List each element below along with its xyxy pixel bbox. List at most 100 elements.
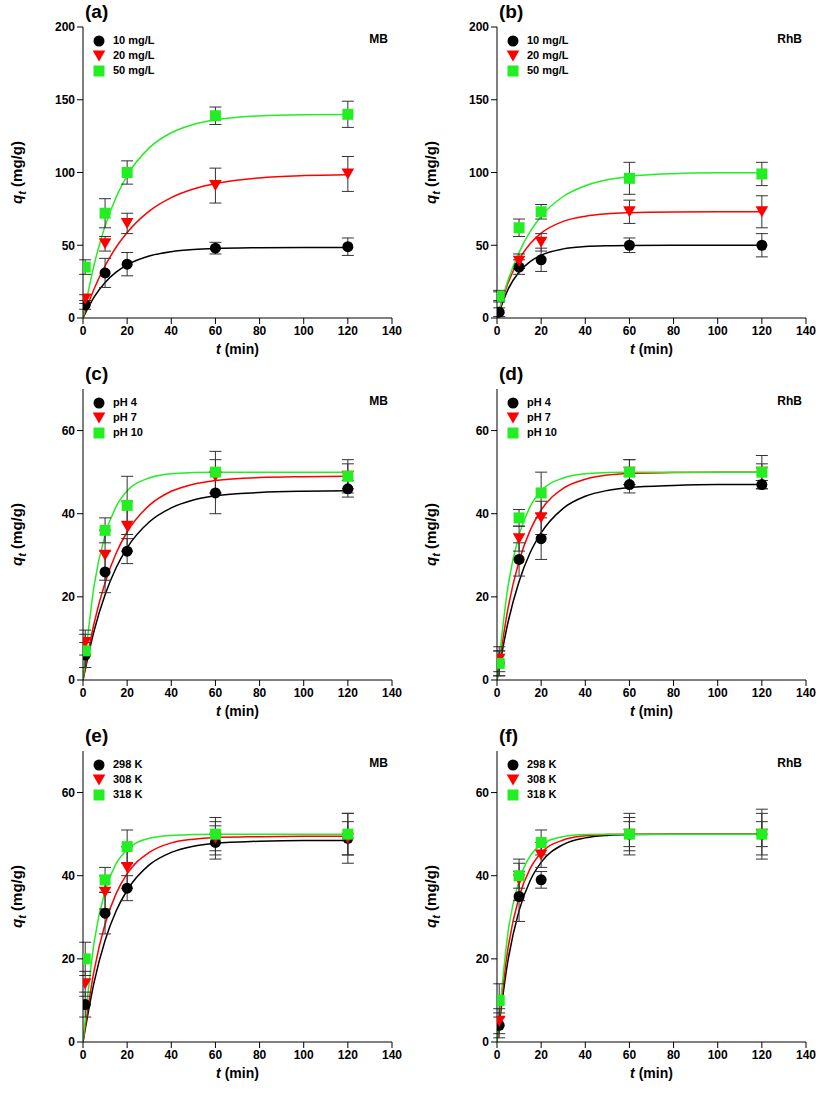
- svg-text:20: 20: [120, 686, 134, 700]
- svg-text:20: 20: [534, 324, 548, 338]
- svg-text:0: 0: [80, 1048, 87, 1062]
- svg-text:50: 50: [62, 239, 76, 253]
- svg-text:20: 20: [62, 590, 76, 604]
- svg-text:20: 20: [534, 1048, 548, 1062]
- svg-text:qt (mg/g): qt (mg/g): [422, 865, 442, 928]
- svg-text:qt (mg/g): qt (mg/g): [8, 503, 28, 566]
- svg-text:40: 40: [579, 1048, 593, 1062]
- svg-text:140: 140: [796, 686, 816, 700]
- svg-text:MB: MB: [369, 394, 388, 408]
- svg-text:0: 0: [80, 324, 87, 338]
- svg-text:40: 40: [62, 507, 76, 521]
- svg-text:40: 40: [165, 1048, 179, 1062]
- svg-text:(a): (a): [85, 1, 108, 22]
- svg-text:t (min): t (min): [630, 1065, 673, 1081]
- svg-text:80: 80: [253, 324, 267, 338]
- svg-text:60: 60: [62, 424, 76, 438]
- svg-text:80: 80: [667, 324, 681, 338]
- svg-text:80: 80: [253, 1048, 267, 1062]
- svg-text:40: 40: [165, 686, 179, 700]
- svg-text:60: 60: [209, 324, 223, 338]
- svg-text:60: 60: [623, 324, 637, 338]
- svg-text:20: 20: [120, 324, 134, 338]
- svg-text:0: 0: [68, 311, 75, 325]
- svg-text:50: 50: [476, 239, 490, 253]
- svg-text:120: 120: [338, 1048, 358, 1062]
- svg-text:(c): (c): [85, 363, 108, 384]
- svg-text:140: 140: [382, 324, 402, 338]
- svg-text:100: 100: [708, 324, 728, 338]
- svg-text:(d): (d): [499, 363, 523, 384]
- svg-text:qt (mg/g): qt (mg/g): [422, 141, 442, 204]
- svg-text:100: 100: [708, 1048, 728, 1062]
- svg-text:0: 0: [494, 686, 501, 700]
- svg-text:60: 60: [62, 786, 76, 800]
- svg-text:RhB: RhB: [777, 756, 802, 770]
- svg-text:40: 40: [579, 324, 593, 338]
- html-text:20 mg/L: 20 mg/L: [113, 49, 155, 61]
- svg-text:RhB: RhB: [777, 394, 802, 408]
- svg-text:40: 40: [62, 869, 76, 883]
- svg-text:20: 20: [534, 686, 548, 700]
- svg-text:0: 0: [80, 686, 87, 700]
- svg-text:20: 20: [120, 1048, 134, 1062]
- svg-text:60: 60: [623, 686, 637, 700]
- svg-text:100: 100: [55, 166, 75, 180]
- svg-text:20: 20: [476, 952, 490, 966]
- svg-text:120: 120: [752, 324, 772, 338]
- svg-text:100: 100: [294, 686, 314, 700]
- svg-text:qt (mg/g): qt (mg/g): [8, 141, 28, 204]
- svg-text:(e): (e): [85, 725, 108, 746]
- svg-text:80: 80: [667, 1048, 681, 1062]
- svg-text:140: 140: [796, 324, 816, 338]
- svg-text:80: 80: [253, 686, 267, 700]
- svg-text:200: 200: [469, 20, 489, 34]
- svg-text:120: 120: [752, 686, 772, 700]
- svg-text:0: 0: [482, 673, 489, 687]
- svg-text:(b): (b): [499, 1, 523, 22]
- svg-text:120: 120: [338, 324, 358, 338]
- svg-text:60: 60: [209, 1048, 223, 1062]
- svg-text:t (min): t (min): [630, 341, 673, 357]
- svg-text:t (min): t (min): [216, 1065, 259, 1081]
- svg-text:150: 150: [469, 93, 489, 107]
- svg-text:200: 200: [55, 20, 75, 34]
- svg-text:0: 0: [482, 1035, 489, 1049]
- svg-text:100: 100: [294, 324, 314, 338]
- svg-text:40: 40: [165, 324, 179, 338]
- svg-text:60: 60: [476, 424, 490, 438]
- svg-text:140: 140: [382, 1048, 402, 1062]
- svg-text:0: 0: [494, 324, 501, 338]
- svg-text:RhB: RhB: [777, 32, 802, 46]
- svg-text:(f): (f): [499, 725, 518, 746]
- svg-text:40: 40: [579, 686, 593, 700]
- svg-text:MB: MB: [369, 756, 388, 770]
- html-text:10 mg/L: 10 mg/L: [113, 34, 155, 46]
- svg-text:0: 0: [482, 311, 489, 325]
- svg-text:0: 0: [68, 673, 75, 687]
- svg-text:100: 100: [469, 166, 489, 180]
- svg-text:0: 0: [494, 1048, 501, 1062]
- svg-text:120: 120: [752, 1048, 772, 1062]
- svg-text:20: 20: [476, 590, 490, 604]
- svg-text:60: 60: [476, 786, 490, 800]
- svg-text:t (min): t (min): [216, 341, 259, 357]
- svg-text:80: 80: [667, 686, 681, 700]
- svg-text:140: 140: [796, 1048, 816, 1062]
- svg-text:120: 120: [338, 686, 358, 700]
- svg-text:40: 40: [476, 507, 490, 521]
- svg-text:100: 100: [708, 686, 728, 700]
- svg-text:20: 20: [62, 952, 76, 966]
- svg-text:qt (mg/g): qt (mg/g): [8, 865, 28, 928]
- svg-text:60: 60: [209, 686, 223, 700]
- svg-text:0: 0: [68, 1035, 75, 1049]
- svg-text:140: 140: [382, 686, 402, 700]
- svg-text:qt (mg/g): qt (mg/g): [422, 503, 442, 566]
- svg-text:40: 40: [476, 869, 490, 883]
- svg-text:100: 100: [294, 1048, 314, 1062]
- svg-text:150: 150: [55, 93, 75, 107]
- svg-text:60: 60: [623, 1048, 637, 1062]
- svg-text:t (min): t (min): [216, 703, 259, 719]
- svg-text:MB: MB: [369, 32, 388, 46]
- svg-text:t (min): t (min): [630, 703, 673, 719]
